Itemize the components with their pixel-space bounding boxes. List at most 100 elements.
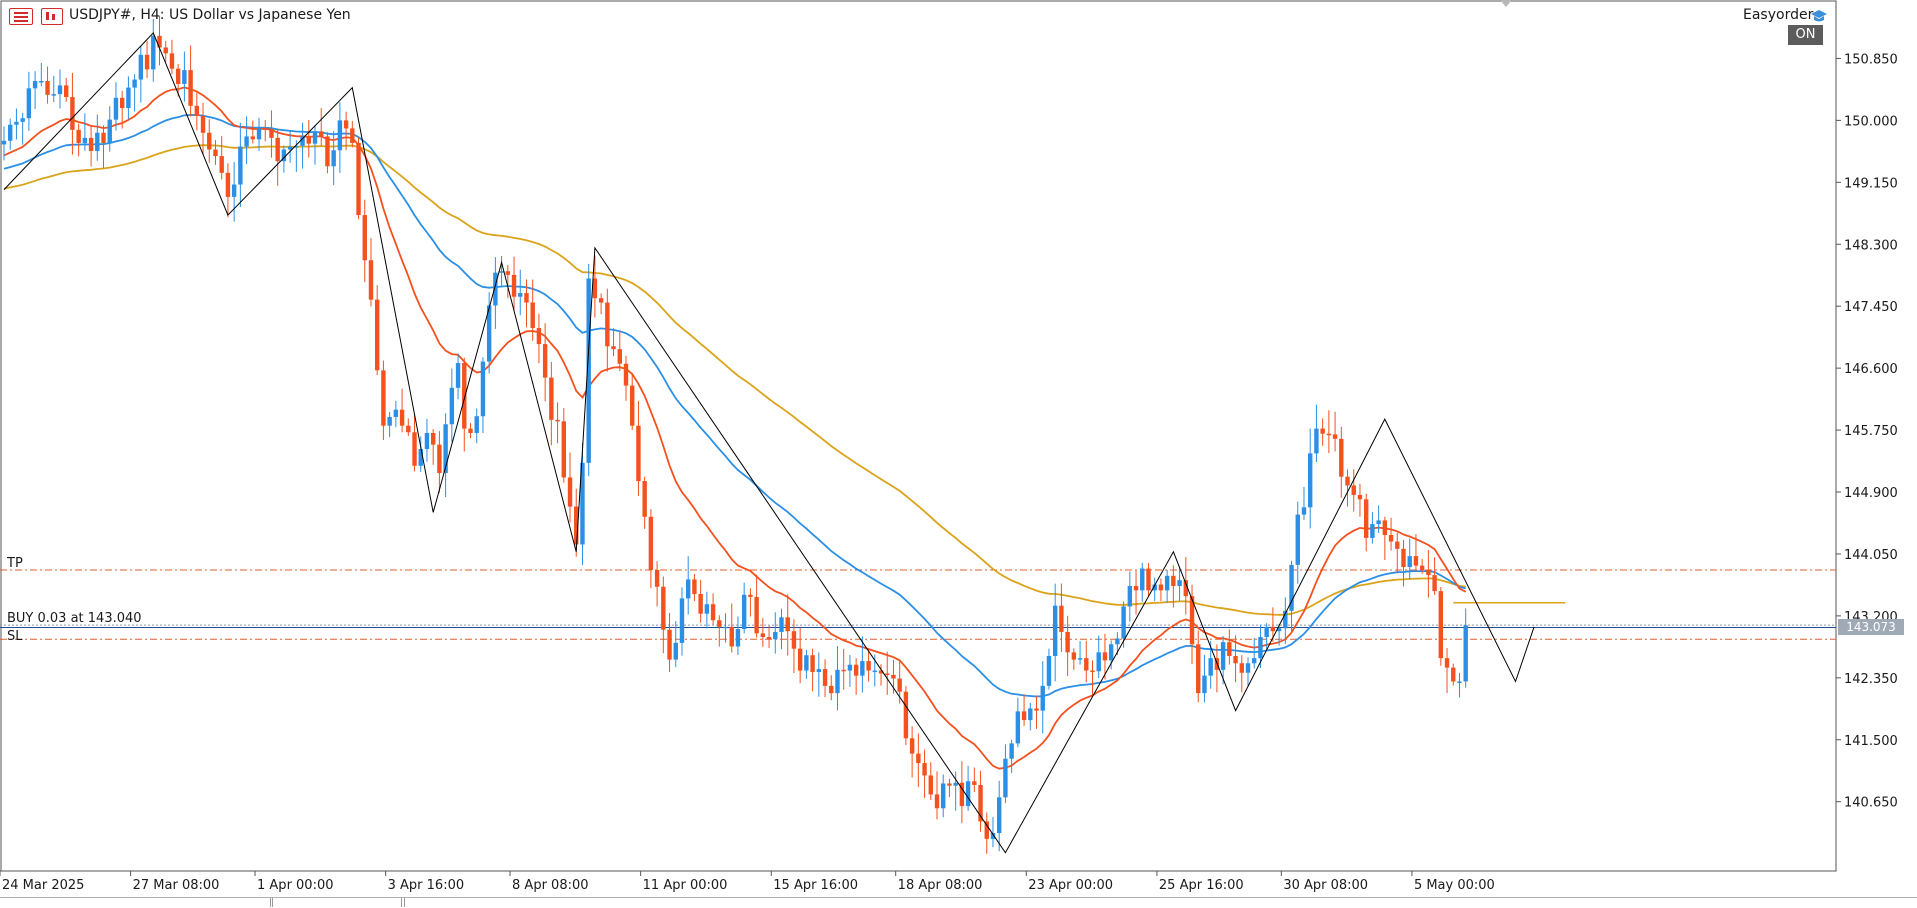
candle [474,408,479,444]
candle [263,120,268,142]
time-axis-labels[interactable]: 24 Mar 2025 27 Mar 08:00 1 Apr 00:00 3 Apr … [0,871,1495,893]
candle [207,119,212,163]
chart-tab[interactable] [0,898,271,907]
time-tick-label: 18 Apr 08:00 [898,878,983,893]
candle [1276,623,1282,646]
order-levels[interactable] [0,569,1836,640]
price-tick-label: 144.050 [1844,548,1898,563]
candle [760,617,766,647]
candle [306,119,311,158]
candle [169,39,175,75]
candle [934,771,940,820]
graduation-cap-icon[interactable] [1810,8,1828,24]
candle [928,762,933,800]
candle [1015,697,1021,748]
buy-order-label: BUY 0.03 at 143.040 [7,611,142,626]
chart-type-icon[interactable] [41,8,63,25]
candle [729,603,734,653]
candle [1202,654,1207,703]
candle [1388,517,1394,551]
chart-tabs-bar[interactable] [0,897,1917,908]
candle [194,92,200,131]
candle [1009,739,1014,774]
price-tick-label: 145.750 [1844,424,1898,439]
candle [343,111,349,151]
candle [1028,702,1033,731]
candle [1158,578,1164,602]
candle [617,330,622,372]
candle [549,362,554,446]
candle [1090,660,1095,696]
price-tick-label: 149.150 [1844,176,1898,191]
candle [399,388,405,433]
price-tick-label: 141.500 [1844,734,1898,749]
candle [654,561,660,607]
chart-tab[interactable] [272,898,402,907]
candle [1084,640,1089,683]
candle [847,655,853,687]
price-axis-labels[interactable]: 150.850 150.000 149.150 148.300 147.450 146.6… [1836,52,1898,811]
candle [312,124,318,165]
candle [1382,516,1388,561]
candle [1395,532,1400,574]
candle [586,263,591,477]
candle [1102,633,1108,680]
candle [542,323,548,402]
time-tick-label: 24 Mar 2025 [2,878,84,893]
candle [717,615,722,647]
candle [424,418,430,462]
candle [698,579,703,623]
candle [14,108,19,140]
candle [1289,560,1294,632]
candle [1196,630,1201,703]
candle [132,74,137,112]
candle [704,591,710,629]
current-price-box: 143.073 [1838,619,1904,635]
candle [163,40,168,62]
candle [997,780,1002,852]
candle [1444,648,1450,694]
candle [300,122,305,169]
chart-tab[interactable] [404,898,1917,907]
candle [1152,577,1157,602]
candle [965,765,971,811]
candle [281,145,287,173]
candle [630,375,635,430]
candle [45,66,50,104]
candle [325,132,330,174]
candle [430,429,436,465]
candle [480,357,486,433]
candle [1140,562,1145,602]
candle [1419,559,1425,574]
candle [331,131,336,186]
candle [225,163,231,218]
candle [667,612,672,672]
candle [754,574,759,638]
candle [287,130,293,163]
candle [468,423,473,439]
time-tick-label: 25 Apr 16:00 [1159,878,1244,893]
candle [126,76,131,120]
candle [536,313,542,364]
candle [107,106,112,152]
candle [1345,469,1350,507]
menu-list-icon[interactable] [9,8,33,25]
candle [1258,624,1263,668]
candle [1096,635,1101,679]
candle [505,264,511,299]
candle [1177,566,1182,601]
candle [611,328,616,357]
candle [766,625,772,648]
candle [853,658,859,695]
candle [860,636,865,693]
ema-slow-line [3,144,1466,616]
time-tick-label: 3 Apr 16:00 [388,878,465,893]
scroll-marker-icon[interactable] [1500,0,1512,7]
ea-name[interactable]: Easyorder [1743,7,1814,23]
candle [1034,695,1039,729]
ea-status-badge[interactable]: ON [1788,25,1823,45]
candle [8,118,13,150]
candle [406,418,411,436]
candle [1413,534,1419,572]
